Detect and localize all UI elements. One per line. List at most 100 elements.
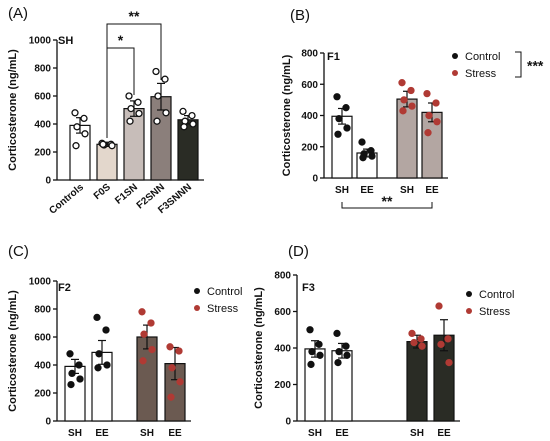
data-point (67, 380, 75, 389)
data-point (423, 89, 431, 98)
data-point (417, 335, 425, 343)
data-point (135, 109, 143, 118)
data-point (400, 96, 408, 104)
legend-label: Control (207, 286, 242, 298)
data-point (407, 86, 415, 95)
data-point (140, 330, 148, 338)
panel-title: SH (58, 35, 73, 47)
data-point (358, 138, 366, 146)
data-point (333, 329, 341, 338)
y-axis-label: Corticosterone (ng/mL) (7, 290, 19, 412)
data-point (126, 117, 134, 125)
y-tick-label: 600 (301, 80, 318, 91)
y-tick-label: 800 (301, 49, 318, 60)
legend-marker (466, 308, 472, 314)
data-point (342, 342, 350, 350)
category-label: SH (68, 428, 82, 439)
legend-marker (452, 53, 458, 59)
category-label: EE (437, 428, 451, 439)
data-point (307, 360, 315, 369)
data-point (399, 107, 407, 115)
data-point (189, 120, 197, 128)
y-tick-label: 1000 (29, 36, 52, 47)
data-point (139, 357, 147, 365)
y-tick-label: 400 (34, 120, 51, 131)
category-label: SH (335, 185, 349, 196)
y-axis-label: Corticosterone (ng/mL) (7, 49, 19, 171)
data-point (180, 123, 188, 131)
data-point (75, 361, 83, 369)
y-axis (320, 52, 325, 179)
bar (96, 143, 118, 181)
data-point (398, 79, 406, 87)
category-label: SH (308, 428, 322, 439)
y-tick-label: 800 (274, 271, 291, 282)
data-point (408, 329, 416, 338)
y-tick-label: 400 (274, 344, 291, 355)
data-point (166, 343, 174, 351)
data-point (445, 358, 453, 367)
data-point (168, 364, 176, 372)
data-point (102, 326, 110, 334)
data-point (103, 361, 111, 369)
data-point (335, 114, 343, 123)
data-point (435, 302, 443, 310)
data-point (161, 75, 169, 83)
data-point (147, 319, 155, 327)
y-tick-label: 0 (45, 417, 51, 428)
category-label: F0S (92, 182, 113, 202)
significance-annotation: ** (106, 8, 162, 138)
panel-title: F1 (327, 51, 340, 63)
panel-letter: (A) (8, 5, 28, 22)
data-point (315, 340, 323, 349)
y-tick-label: 0 (45, 176, 51, 187)
panel-letter: (C) (8, 243, 29, 260)
significance-bracket (106, 23, 162, 138)
data-point (335, 347, 343, 356)
panel-letter: (B) (290, 7, 310, 24)
y-tick-label: 600 (34, 92, 51, 103)
data-point (176, 378, 184, 386)
y-tick-label: 0 (285, 417, 291, 428)
panel-c: (C) F2 0 200 400 600 800 1000 Corticosterone (ng… (7, 243, 242, 439)
significance-label: * (118, 32, 124, 48)
data-point (368, 152, 376, 160)
panel-a: (A) SH 0 200 400 600 800 1000 Corticosterone (ng… (7, 5, 204, 217)
y-axis-label: Corticosterone (ng/mL) (253, 287, 265, 409)
data-point (108, 142, 116, 150)
bar (304, 348, 326, 422)
category-label: EE (335, 428, 349, 439)
data-point (334, 358, 342, 367)
data-point (73, 123, 81, 131)
y-tick-label: 600 (34, 333, 51, 344)
data-point (154, 92, 162, 100)
data-point (333, 93, 341, 101)
data-point (138, 308, 146, 316)
data-point (76, 375, 84, 383)
data-point (175, 347, 183, 355)
y-tick-label: 200 (274, 380, 291, 391)
bar (406, 341, 428, 422)
data-point (94, 364, 102, 372)
y-tick-label: 600 (274, 307, 291, 318)
data-point (66, 350, 74, 358)
data-point (444, 335, 452, 343)
data-point (437, 340, 445, 349)
legend-label: Stress (207, 303, 239, 315)
legend-label: Control (479, 289, 514, 301)
data-point (153, 117, 161, 125)
data-point (418, 342, 426, 350)
y-tick-label: 1000 (29, 277, 52, 288)
data-point (188, 111, 196, 120)
y-axis (293, 274, 298, 422)
data-point (99, 140, 107, 148)
panel-b: (B) F1 0 200 400 600 800 Corticosterone (ng/mL)… (281, 7, 544, 209)
data-point (334, 130, 342, 138)
category-label: SH (410, 428, 424, 439)
y-tick-label: 800 (34, 305, 51, 316)
data-point (127, 104, 135, 113)
significance-bracket (515, 51, 522, 78)
data-point (342, 104, 350, 112)
data-point (432, 99, 440, 107)
panel-d: (D) F3 0 200 400 600 800 Corticosterone (ng/mL)… (253, 243, 514, 439)
